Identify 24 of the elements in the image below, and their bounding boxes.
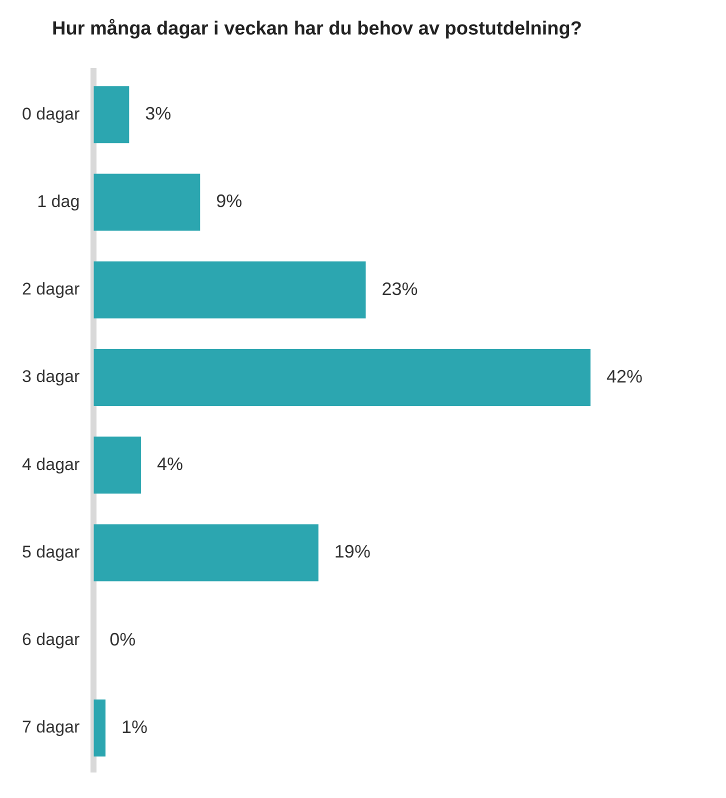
data-label: 1% xyxy=(121,716,148,737)
bar xyxy=(94,700,106,756)
bar xyxy=(94,524,318,582)
y-tick-label: 2 dagar xyxy=(22,280,80,299)
y-tick-label: 5 dagar xyxy=(22,542,80,562)
bar xyxy=(94,174,200,231)
y-tick-label: 0 dagar xyxy=(22,104,80,124)
chart-title: Hur många dagar i veckan har du behov av postutdelning? xyxy=(52,18,582,40)
bar xyxy=(94,86,130,144)
y-tick-label: 3 dagar xyxy=(22,367,80,386)
data-label: 3% xyxy=(145,104,172,124)
y-tick-label: 7 dagar xyxy=(22,718,80,737)
y-tick-label: 1 dag xyxy=(37,192,80,211)
data-label: 19% xyxy=(334,542,370,562)
y-tick-label: 4 dagar xyxy=(22,454,80,474)
data-label: 42% xyxy=(606,366,643,386)
data-label: 4% xyxy=(156,454,183,474)
y-tick-label: 6 dagar xyxy=(22,630,80,650)
data-label: 23% xyxy=(382,278,418,299)
data-label: 0% xyxy=(110,629,136,650)
bar xyxy=(94,349,591,406)
bar xyxy=(94,436,141,494)
bar xyxy=(94,261,366,318)
data-label: 9% xyxy=(216,191,242,212)
